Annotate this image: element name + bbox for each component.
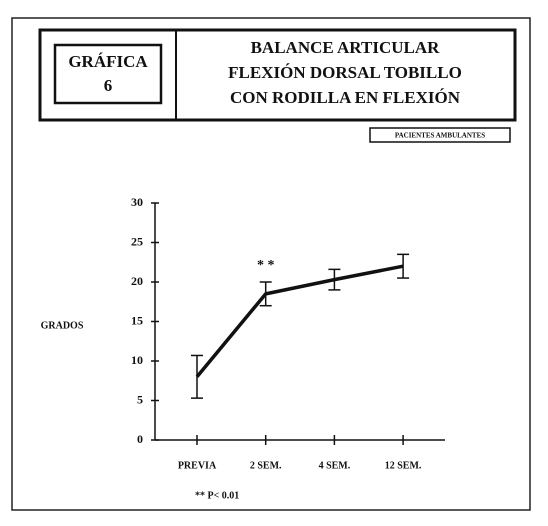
x-tick-label: PREVIA [178, 460, 217, 471]
title-line: BALANCE ARTICULAR [251, 38, 441, 57]
y-tick-label: 0 [137, 432, 143, 446]
x-tick-label: 2 SEM. [250, 460, 282, 471]
y-tick-label: 15 [131, 313, 143, 327]
y-axis-label: GRADOS [41, 320, 84, 331]
annotation: * * [257, 258, 275, 273]
footnote: ** P< 0.01 [195, 490, 239, 501]
title-line: FLEXIÓN DORSAL TOBILLO [228, 63, 462, 82]
y-tick-label: 25 [131, 234, 143, 248]
y-tick-label: 10 [131, 353, 143, 367]
outer-frame [11, 17, 531, 511]
figure-box [53, 43, 163, 105]
x-tick-label: 12 SEM. [385, 460, 422, 471]
x-tick-label: 4 SEM. [319, 460, 351, 471]
header-box [38, 28, 517, 122]
subtitle: PACIENTES AMBULANTES [395, 132, 485, 140]
subtitle-box [369, 127, 511, 143]
y-tick-label: 30 [131, 195, 143, 209]
figure-number: 6 [104, 76, 113, 95]
y-tick-label: 5 [137, 392, 143, 406]
y-tick-label: 20 [131, 274, 143, 288]
figure-label: GRÁFICA [68, 52, 148, 71]
data-line [195, 264, 404, 378]
title-line: CON RODILLA EN FLEXIÓN [230, 88, 461, 107]
